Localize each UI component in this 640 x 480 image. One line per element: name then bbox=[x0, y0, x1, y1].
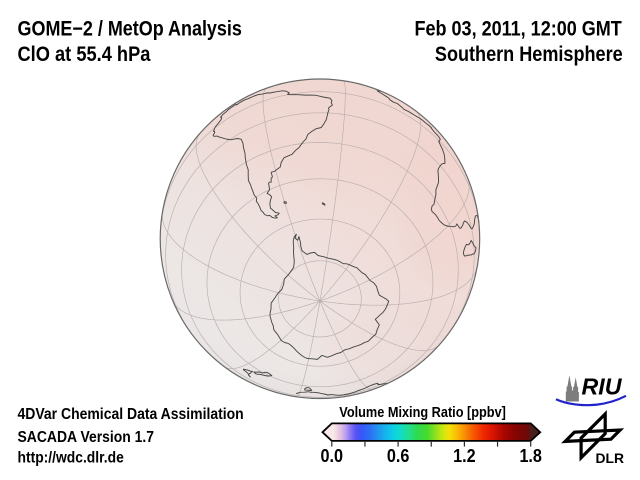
svg-text:0.6: 0.6 bbox=[387, 446, 410, 466]
svg-text:http://wdc.dlr.de: http://wdc.dlr.de bbox=[18, 449, 125, 466]
svg-text:1.8: 1.8 bbox=[519, 446, 542, 466]
svg-text:1.2: 1.2 bbox=[453, 446, 476, 466]
svg-text:ClO at 55.4 hPa: ClO at 55.4 hPa bbox=[18, 43, 151, 66]
svg-text:4DVar Chemical Data Assimilati: 4DVar Chemical Data Assimilation bbox=[18, 406, 244, 423]
svg-text:RIU: RIU bbox=[582, 374, 623, 400]
svg-text:Feb 03, 2011, 12:00 GMT: Feb 03, 2011, 12:00 GMT bbox=[415, 18, 622, 41]
svg-text:0.0: 0.0 bbox=[321, 446, 344, 466]
svg-text:Southern Hemisphere: Southern Hemisphere bbox=[435, 43, 623, 66]
svg-text:GOME−2 / MetOp Analysis: GOME−2 / MetOp Analysis bbox=[18, 18, 242, 41]
svg-text:DLR: DLR bbox=[596, 450, 625, 466]
svg-text:SACADA Version 1.7: SACADA Version 1.7 bbox=[18, 429, 155, 446]
svg-text:Volume Mixing Ratio [ppbv]: Volume Mixing Ratio [ppbv] bbox=[339, 405, 506, 421]
